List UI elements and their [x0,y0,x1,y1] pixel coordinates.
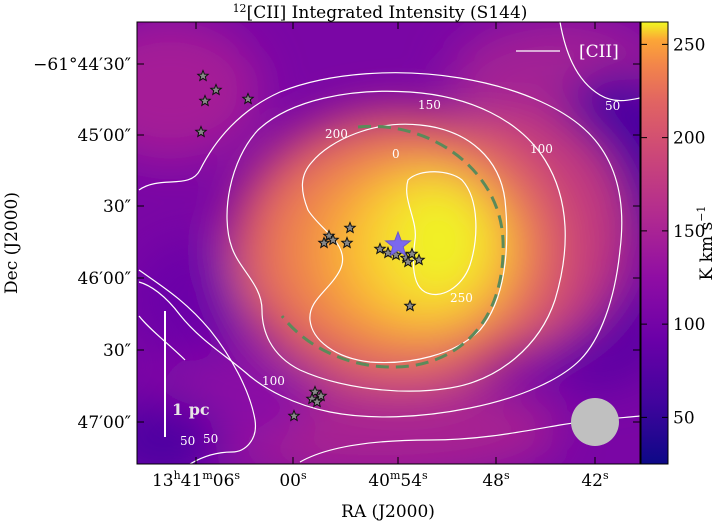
contour-label: 200 [325,127,348,141]
star-marker [305,392,319,405]
star-marker [317,236,331,249]
star-marker [405,247,419,260]
x-tick-label: 00s [279,469,307,491]
x-tick-label: 13h41m06s [152,469,240,491]
y-tick-label: 46′00″ [78,269,131,289]
star-marker [340,236,354,249]
contour-label: 0 [392,147,400,161]
y-tick-label: 45′00″ [78,126,131,146]
y-tick-label: 30″ [103,341,131,361]
colorbar-tick-label: 100 [673,315,705,335]
contour-label: 150 [418,98,441,112]
star-markers [194,69,426,422]
y-tick-labels: −61°44′30″ 45′00″ 30″ 46′00″ 30″ 47′00″ [33,55,131,433]
contour-label: 100 [530,142,553,156]
colorbar-ticks: 50 100 150 200 250 [641,35,705,428]
map-frame [136,21,641,465]
x-tick-label: 42s [581,469,609,491]
star-marker [401,255,415,268]
x-tick-label: 48s [482,469,510,491]
star-marker [314,389,328,402]
x-tick-label: 40m54s [368,469,428,491]
star-marker [287,409,301,422]
shell-arc [280,124,505,369]
contour-50-sw [138,269,257,464]
star-marker [209,83,223,96]
star-marker [343,221,357,234]
contour-label: 100 [262,374,285,388]
central-star [384,230,412,257]
colorbar-tick-label: 50 [673,408,695,428]
star-marker [198,94,212,107]
contour-150 [226,90,566,392]
contour-50-sw2 [138,315,186,361]
star-marker [241,92,255,105]
star-marker [403,299,417,312]
chart-title: 12[CII] Integrated Intensity (S144) [233,2,528,23]
colorbar-tick-label: 250 [673,35,705,55]
beam [571,398,619,446]
contour-labels: 150 100 200 0 50 250 100 50 50 [180,98,620,448]
x-axis-label: RA (J2000) [341,502,435,522]
star-marker [412,253,426,266]
colorbar-tick-label: 150 [673,222,705,242]
star-marker [310,395,324,408]
star-marker [308,385,322,398]
star-marker [196,69,210,82]
contour-250 [406,171,477,296]
y-axis-label: Dec (J2000) [2,192,22,294]
contour-200 [301,123,508,364]
star-marker [326,233,340,246]
y-tick-label: 30″ [103,197,131,217]
y-tick-label: 47′00″ [78,413,131,433]
contour-label: 50 [180,434,195,448]
intensity-map: 150 100 200 0 50 250 100 50 50 [CII] 1 p… [137,22,640,464]
contour-label: 250 [450,291,473,305]
contour-50-ne [559,22,640,102]
scale-bar-label: 1 pc [172,400,210,419]
colorbar-label: K km s−1 [695,206,717,281]
colorbar [640,21,669,465]
y-tick-label: −61°44′30″ [33,55,131,75]
star-marker [194,125,208,138]
contour-label: 50 [203,432,218,446]
legend-label: [CII] [579,42,619,62]
contour-label: 50 [605,99,620,113]
star-marker [373,242,387,255]
colorbar-tick-label: 200 [673,129,705,149]
axis-ticks [137,22,640,464]
contour-100 [138,72,623,418]
x-tick-labels: 13h41m06s 00s 40m54s 48s 42s [152,469,609,491]
